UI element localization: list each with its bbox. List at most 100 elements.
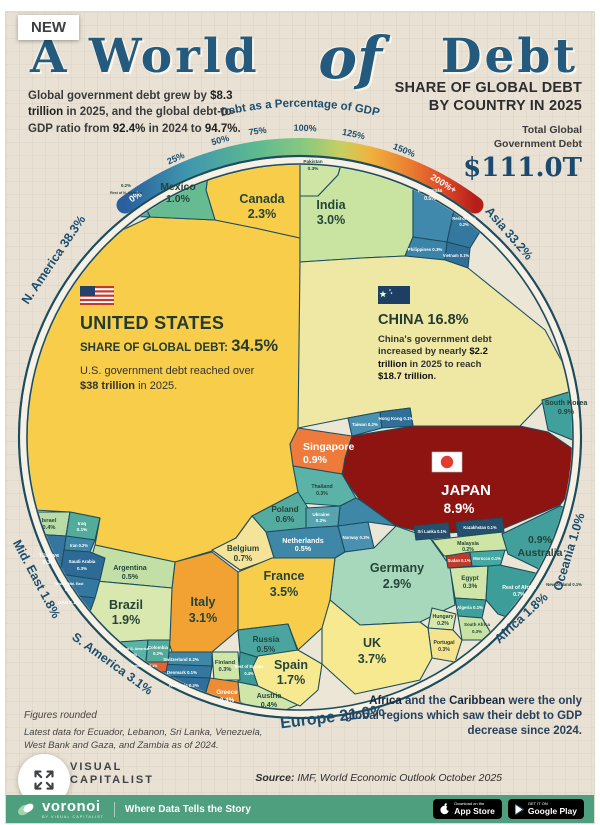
cell-new-zealand-label: New Zealand 0.1% (546, 582, 582, 587)
app-store-small-text: Download on the (454, 801, 485, 807)
cell-south-korea (541, 381, 572, 453)
cell-singapore-label: Singapore (303, 441, 355, 453)
cell-greece-value: 0.4% (220, 697, 235, 704)
cell-germany-label: Germany (370, 561, 424, 575)
cell-romania-label: Romania 0.2% (169, 683, 199, 688)
cell-uae-label: UAE 0.1% (58, 600, 81, 605)
cell-finland (211, 651, 241, 681)
cell-france-label: France (264, 569, 305, 583)
cell-sudan-label: Sudan 0.1% (448, 558, 471, 563)
cell-australia-value: 0.9% (528, 534, 553, 546)
cell-spain-label: Spain (274, 658, 308, 672)
cell-turkiye-label: Türkiye (39, 553, 59, 559)
cell-israel-value: 0.4% (43, 525, 56, 531)
footer-divider (113, 801, 115, 817)
voronoi-footer-bar: voronoi BY VISUAL CAPITALIST Where Data … (6, 795, 594, 823)
cell-belgium (211, 515, 275, 571)
cell-canada-label: Canada (239, 192, 285, 206)
cell-kazakhstan-label: Kazakhstan 0.1% (463, 525, 497, 530)
cell-austria-value: 0.4% (261, 700, 278, 709)
cell-philippines-label: Philippines 0.3% (408, 247, 443, 252)
gdp-gauge-band (116, 138, 484, 214)
cell-pakistan-value: 0.3% (308, 166, 320, 171)
cell-hungary-value: 0.2% (437, 621, 449, 627)
cell-hong-kong-label: Hong Kong 0.1% (379, 416, 414, 421)
visual-capitalist-logo: VISUAL CAPITALIST (70, 761, 154, 787)
infographic-poster: NEW A World of Debt Global government de… (6, 12, 594, 823)
google-play-big-text: Google Play (527, 805, 577, 816)
cell-mexico-value: 1.0% (166, 193, 191, 205)
cell-canada-value: 2.3% (248, 207, 277, 221)
cell-switzerland-label: Switzerland 0.2% (163, 657, 199, 662)
cell-israel-label: Israel (42, 518, 57, 524)
cell-argentina-value: 0.5% (122, 572, 139, 581)
page-title: A World of Debt (30, 18, 578, 92)
cell-rest-asia-label: Rest of Asia (452, 216, 476, 221)
gauge-tick-75: 75% (248, 125, 267, 137)
subtitle-block: SHARE OF GLOBAL DEBT BY COUNTRY IN 2025 … (395, 79, 582, 183)
cell-mexico-label: Mexico (160, 181, 196, 193)
cell-argentina-label: Argentina (113, 563, 148, 572)
cell-greece-label: Greece (216, 689, 238, 696)
cell-uk-label: UK (363, 636, 381, 650)
cell-germany-value: 2.9% (383, 577, 412, 591)
cell-vietnam-label: Vietnam 0.1% (443, 253, 470, 258)
cell-indonesia-value: 0.5% (424, 196, 436, 202)
cell-brazil-label: Brazil (109, 598, 143, 612)
cell-turkiye-value: 0.3% (43, 560, 56, 566)
cell-rest-n-america-label: Rest of N. America (110, 191, 143, 195)
cell-thailand-label: Thailand (311, 484, 332, 490)
cell-sri-lanka-label: Sri Lanka 0.1% (418, 529, 447, 534)
cell-colombia-value: 0.2% (153, 651, 163, 656)
cell-uk (321, 599, 433, 695)
white-ring (20, 157, 580, 717)
cell-south-korea-value: 0.9% (558, 407, 575, 416)
cell-portugal-label: Portugal (433, 640, 455, 646)
cell-portugal-value: 0.3% (438, 647, 450, 653)
cell-india-label: India (316, 198, 346, 212)
gauge-tick-50: 50% (210, 133, 230, 147)
cell-singapore-value: 0.9% (303, 454, 328, 466)
cell-rest-mid-east-label: Rest of Mid. East (55, 582, 85, 586)
cell-ukraine-label: Ukraine (312, 512, 330, 517)
cell-poland-label: Poland (271, 505, 298, 514)
expand-icon (34, 770, 54, 790)
cell-south-africa-value: 0.3% (472, 629, 482, 634)
cell-saudi-arabia-label: Saudi Arabia (69, 559, 96, 564)
new-badge: NEW (18, 15, 79, 40)
cell-egypt-label: Egypt (461, 575, 479, 582)
cell-venezuela-label: Venezuela 0.1% (131, 664, 158, 668)
cell-rest-europe-label: Rest of Europe (234, 664, 264, 669)
google-play-badge[interactable]: GET IT ON Google Play (507, 799, 584, 819)
cell-saudi-arabia-value: 0.3% (77, 566, 87, 571)
cell-south-korea-label: South Korea (545, 398, 589, 407)
outer-ring (17, 154, 583, 720)
cell-india-value: 3.0% (317, 213, 346, 227)
total-debt-value: $111.0T (463, 152, 582, 183)
cell-austria-label: Austria (257, 691, 283, 700)
cell-rest-s-america-label: Rest of S. America (117, 647, 150, 651)
latest-data-note: Latest data for Ecuador, Lebanon, Sri La… (24, 727, 263, 752)
app-store-big-text: App Store (454, 805, 495, 816)
figures-note: Figures rounded (24, 710, 97, 721)
total-debt-label: Total Global Government Debt (493, 124, 582, 150)
cell-russia-value: 0.5% (257, 645, 276, 654)
cell-rest-africa-value: 0.7% (513, 592, 525, 598)
japan-flag-icon (431, 451, 463, 473)
cell-poland-value: 0.6% (276, 515, 295, 524)
voronoi-brand[interactable]: voronoi BY VISUAL CAPITALIST (42, 799, 104, 819)
cell-iran-label: Iran 0.2% (70, 543, 88, 548)
voronoi-leaf-icon (18, 803, 34, 816)
cell-sri-lanka (413, 522, 451, 541)
cell-rest-europe-value: 0.4% (244, 671, 254, 676)
cell-denmark-label: Denmark 0.1% (167, 670, 197, 675)
subtitle-line-2: BY COUNTRY IN 2025 (428, 98, 582, 115)
app-store-badge[interactable]: Download on the App Store (433, 799, 502, 819)
cell-pakistan-label: Pakistan (303, 159, 322, 164)
cell-malaysia-label: Malaysia (457, 541, 479, 547)
google-play-icon (514, 803, 524, 815)
cell-rest-s-america-value: 0.2% (129, 653, 138, 657)
cell-japan-value: 8.9% (444, 501, 475, 516)
cell-rest-asia-value: 0.2% (459, 222, 469, 227)
